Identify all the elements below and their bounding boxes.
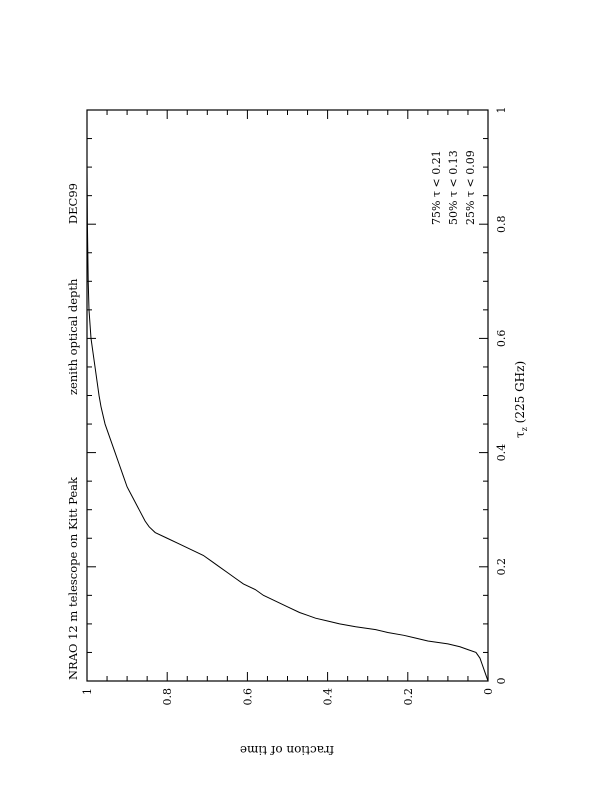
ticks bbox=[87, 110, 488, 681]
y-tick-label: 0.6 bbox=[241, 688, 254, 706]
y-tick-label: 0.4 bbox=[322, 688, 335, 706]
series-line-cdf bbox=[86, 110, 489, 682]
y-tick-label: 0.2 bbox=[402, 688, 415, 706]
x-axis-title-rest: (225 GHz) bbox=[513, 361, 527, 427]
x-axis-title: τz (225 GHz) bbox=[513, 361, 529, 438]
tick-labels: 0 0.2 0.4 0.6 0.8 1 0 0.2 0.4 0.6 0.8 1 bbox=[81, 107, 508, 706]
x-tick-label: 0.8 bbox=[495, 215, 508, 233]
x-axis-title-subscript: z bbox=[520, 427, 529, 431]
y-tick-label: 1 bbox=[81, 688, 94, 695]
annotation-50: 50% τ < 0.13 bbox=[447, 150, 460, 225]
x-tick-label: 0.6 bbox=[495, 330, 508, 348]
y-tick-label: 0 bbox=[482, 688, 495, 695]
x-tick-label: 0.4 bbox=[495, 444, 508, 462]
annotation-75: 75% τ < 0.21 bbox=[430, 150, 443, 225]
annotation-25: 25% τ < 0.09 bbox=[464, 150, 477, 225]
x-axis-title-symbol: τ bbox=[513, 431, 527, 438]
x-tick-label: 0 bbox=[495, 678, 508, 685]
chart-tag: DEC99 bbox=[66, 183, 80, 224]
y-axis-title: fraction of time bbox=[240, 743, 334, 757]
x-tick-label: 0.2 bbox=[495, 558, 508, 576]
y-tick-label: 0.8 bbox=[161, 688, 174, 706]
chart-subtitle: zenith optical depth bbox=[66, 278, 80, 395]
plot-frame bbox=[86, 109, 489, 682]
x-tick-label: 1 bbox=[495, 107, 508, 114]
chart-title: NRAO 12 m telescope on Kitt Peak bbox=[66, 476, 80, 680]
